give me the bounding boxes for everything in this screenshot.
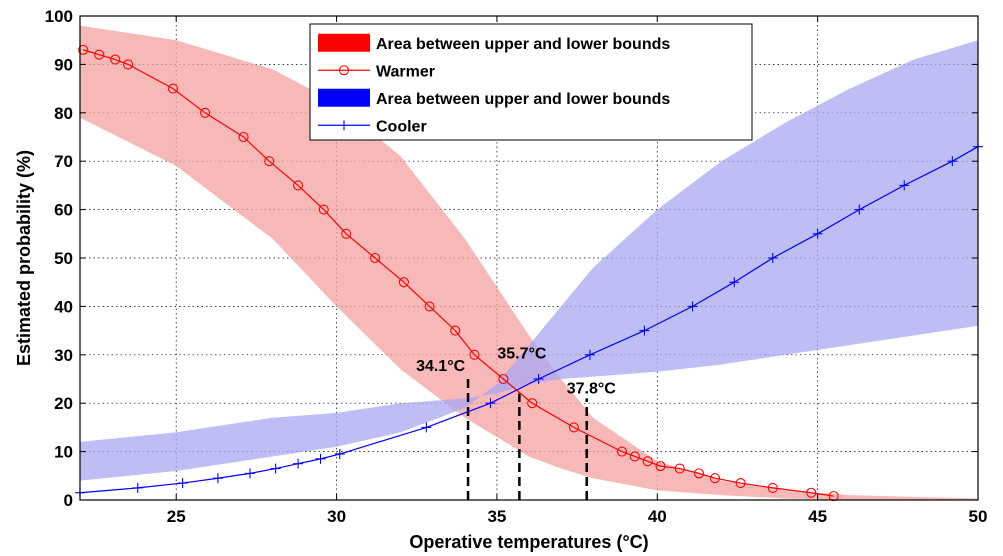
marker-warmer (293, 180, 304, 191)
series-line-cooler (79, 146, 979, 494)
marker-warmer (568, 422, 579, 433)
marker-warmer (693, 468, 705, 479)
marker-warmer (806, 487, 817, 498)
band-warmer (80, 25, 978, 501)
marker-warmer (424, 301, 435, 312)
series-line-warmer (83, 49, 834, 497)
marker-cooler (315, 453, 326, 464)
confidence-bands (80, 25, 978, 501)
marker-warmer (398, 277, 409, 288)
marker-warmer (78, 44, 89, 55)
marker-cooler (293, 458, 304, 469)
marker-warmer (167, 83, 179, 94)
annotation-label: 34.1°C (416, 358, 466, 375)
marker-cooler (947, 156, 958, 167)
legend-label: Cooler (376, 118, 427, 135)
y-axis-label: Estimated probability (%) (14, 150, 34, 366)
y-tick-label: 50 (54, 249, 73, 268)
marker-warmer (341, 228, 352, 239)
marker-warmer (498, 373, 509, 385)
marker-warmer (527, 398, 538, 409)
x-tick-label: 45 (808, 507, 827, 526)
marker-warmer (735, 478, 746, 489)
marker-warmer (469, 349, 480, 360)
annotation-label: 35.7°C (497, 346, 547, 363)
axis-ticks: 25 30 35 40 45 50 0 10 20 30 40 50 60 70 80 90 100 (45, 7, 988, 526)
y-tick-label: 40 (54, 297, 73, 316)
marker-cooler (812, 228, 823, 239)
marker-cooler (729, 277, 740, 288)
y-tick-label: 100 (45, 7, 73, 26)
marker-warmer (674, 463, 685, 474)
y-tick-label: 10 (54, 443, 73, 462)
y-tick-label: 30 (54, 346, 73, 365)
y-tick-label: 70 (54, 152, 73, 171)
legend-swatch-area (318, 88, 370, 107)
marker-warmer (318, 204, 329, 215)
marker-warmer (767, 482, 778, 493)
x-axis-label: Operative temperatures (°C) (409, 532, 648, 552)
marker-cooler (485, 398, 496, 409)
marker-cooler (687, 301, 698, 312)
legend-swatch-area (318, 33, 370, 52)
marker-warmer (370, 252, 381, 264)
marker-cooler (767, 253, 778, 263)
marker-warmer (123, 59, 134, 70)
marker-warmer (264, 156, 275, 167)
legend-label: Warmer (376, 63, 435, 80)
marker-warmer (655, 461, 666, 472)
marker-cooler (584, 349, 595, 360)
band-cooler (80, 40, 978, 481)
marker-cooler (212, 473, 223, 484)
marker-warmer (616, 446, 628, 457)
marker-cooler (533, 374, 544, 384)
marker-warmer (642, 456, 653, 467)
marker-cooler (177, 478, 188, 489)
marker-cooler (244, 468, 255, 479)
marker-warmer (238, 131, 249, 143)
marker-cooler (421, 422, 432, 433)
marker-cooler (132, 482, 143, 493)
marker-warmer (200, 107, 211, 118)
y-tick-label: 20 (54, 394, 73, 413)
marker-warmer (709, 473, 721, 484)
x-tick-label: 35 (487, 507, 506, 526)
x-tick-label: 40 (648, 507, 667, 526)
marker-cooler (899, 180, 910, 191)
legend-label: Area between upper and lower bounds (376, 91, 670, 108)
marker-warmer (94, 49, 105, 60)
marker-warmer (629, 451, 640, 462)
legend: Area between upper and lower bounds Warme… (309, 23, 753, 141)
legend-label: Area between upper and lower bounds (376, 36, 670, 53)
y-tick-label: 80 (54, 104, 73, 123)
legend-box (309, 23, 753, 141)
x-tick-label: 25 (167, 507, 186, 526)
marker-cooler (334, 449, 345, 460)
legend-marker-circle (338, 65, 350, 76)
marker-warmer (828, 491, 839, 502)
marker-cooler (854, 204, 865, 215)
annotations: 34.1°C 35.7°C 37.8°C (416, 346, 616, 500)
marker-warmer (110, 54, 121, 65)
x-tick-label: 30 (327, 507, 346, 526)
y-tick-label: 60 (54, 201, 73, 220)
series-lines (75, 44, 983, 502)
marker-cooler (270, 463, 281, 474)
annotation-label: 37.8°C (567, 380, 617, 397)
marker-warmer (450, 325, 461, 336)
x-tick-label: 50 (969, 507, 988, 526)
y-tick-label: 0 (64, 491, 73, 510)
marker-cooler (639, 325, 650, 336)
y-tick-label: 90 (54, 55, 73, 74)
